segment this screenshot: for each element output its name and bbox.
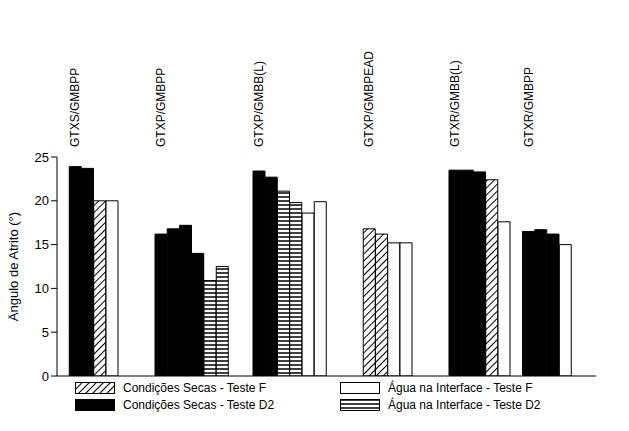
html-text:Condições Secas - Teste F: Condições Secas - Teste F xyxy=(123,381,267,395)
svg-text:10: 10 xyxy=(35,281,49,296)
svg-text:Ângulo de Atrito (°): Ângulo de Atrito (°) xyxy=(8,212,21,321)
svg-text:25: 25 xyxy=(35,150,49,165)
svg-text:GTXR/GMBB(L): GTXR/GMBB(L) xyxy=(448,60,462,147)
svg-text:0: 0 xyxy=(42,369,49,384)
svg-text:20: 20 xyxy=(35,193,49,208)
svg-text:15: 15 xyxy=(35,237,49,252)
svg-text:5: 5 xyxy=(42,325,49,340)
html-text:Água na Interface - Teste D2: Água na Interface - Teste D2 xyxy=(388,398,541,412)
html-text:Condições Secas - Teste D2: Condições Secas - Teste D2 xyxy=(123,398,275,412)
html-text:Água na Interface - Teste F: Água na Interface - Teste F xyxy=(388,381,533,395)
svg-text:GTXP/GMBPP: GTXP/GMBPP xyxy=(154,68,168,147)
svg-text:GTXP/GMBPEAD: GTXP/GMBPEAD xyxy=(362,51,376,147)
svg-text:GTXR/GMBPP: GTXR/GMBPP xyxy=(522,67,536,147)
svg-text:GTXS/GMBPP: GTXS/GMBPP xyxy=(68,68,82,147)
svg-text:GTXP/GMBB(L): GTXP/GMBB(L) xyxy=(252,61,266,147)
